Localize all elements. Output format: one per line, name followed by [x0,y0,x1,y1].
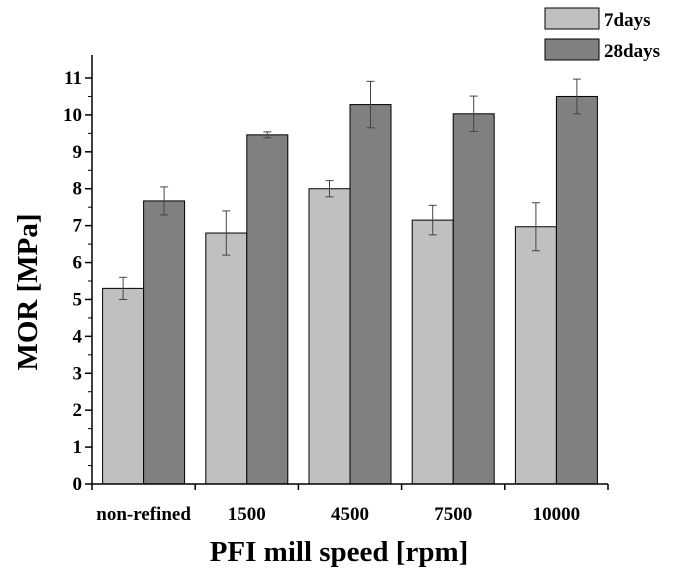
y-tick-label-9: 9 [73,142,83,163]
y-tick-label-4: 4 [73,326,83,347]
legend-swatch-28days [544,38,600,61]
y-tick-label-5: 5 [73,289,83,310]
plot-bars [102,95,598,485]
bar-7days-non-refined [102,287,145,485]
legend-swatch-7days [544,7,600,30]
x-axis-title: PFI mill speed [rpm] [210,536,469,568]
x-tick-label-1500: 1500 [228,504,266,525]
bar-7days-7500 [411,219,454,485]
legend-label-7days: 7days [604,10,650,31]
y-tick-label-3: 3 [73,363,83,384]
bar-28days-7500 [452,113,495,485]
y-tick-label-10: 10 [63,105,82,126]
bar-28days-10000 [555,95,598,485]
bar-28days-4500 [349,104,392,485]
y-tick-label-6: 6 [73,253,83,274]
y-tick-label-7: 7 [73,216,83,237]
x-tick-label-non-refined: non-refined [96,504,191,525]
x-tick-label-10000: 10000 [533,504,581,525]
bar-7days-4500 [308,188,351,485]
bar-7days-10000 [514,226,557,485]
bar-28days-non-refined [143,200,186,485]
y-tick-label-1: 1 [73,437,83,458]
y-axis-title: MOR [MPa] [12,213,44,370]
bar-7days-1500 [205,232,248,485]
x-tick-label-7500: 7500 [434,504,472,525]
y-tick-label-0: 0 [73,474,83,495]
y-tick-label-8: 8 [73,179,83,200]
x-tick-label-4500: 4500 [331,504,369,525]
axes [85,55,609,490]
legend-label-28days: 28days [604,41,660,62]
bar-28days-1500 [246,134,289,485]
legend: 7days 28days [544,7,660,62]
tick-labels: 0 1 2 3 4 5 6 7 8 9 10 11 non-refined 1500 4500 7500 100… [63,68,580,525]
error-bars [119,78,581,300]
y-tick-label-11: 11 [64,68,82,89]
y-tick-label-2: 2 [73,400,83,421]
